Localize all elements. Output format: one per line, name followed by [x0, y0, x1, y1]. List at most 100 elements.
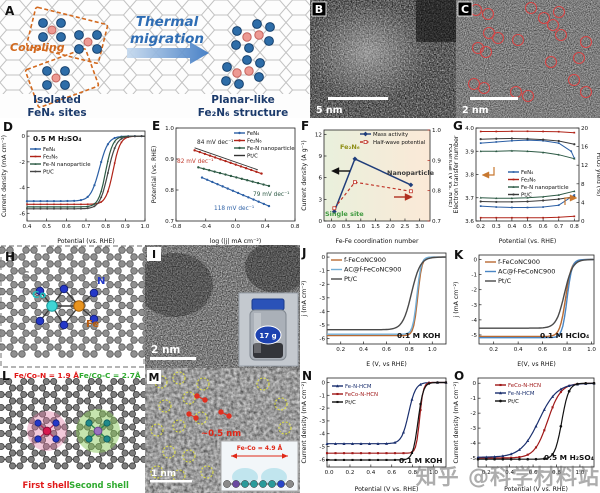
panel-j-koh-plot: J 0.2 0.4 0.6 0.8 1.0 0 -1 -2 -3 -4 -5 -6 0.1 M KOH f… [301, 246, 447, 368]
svg-text:0.6: 0.6 [62, 224, 71, 230]
svg-text:f-FeCoNC900: f-FeCoNC900 [498, 258, 540, 266]
svg-text:0.5: 0.5 [42, 224, 51, 230]
panel-f-activity-plot: F 0.0 0.5 1.0 1.5 2.0 2.5 3.0 0 3 6 9 12 0.7 0.8 0.9 1.… [301, 119, 452, 245]
svg-text:-5: -5 [471, 333, 477, 339]
panel-g-letter: G [453, 119, 463, 133]
panel-l-shells: Fe/Co-N = 1.9 Å Fe/Co-C = 2.7Å First she… [0, 368, 145, 493]
svg-text:-2: -2 [319, 406, 325, 412]
dual-site-motif [35, 284, 99, 330]
svg-text:9: 9 [318, 154, 322, 160]
panel-d-orr-plot: D 0.4 0.5 0.6 0.7 0.8 0.9 1.0 0 -2 -4 -6 FeN₄ Fe₂N₆F… [1, 120, 150, 245]
thermal-label: Thermal [136, 14, 199, 30]
svg-text:0.0: 0.0 [231, 224, 240, 230]
svg-text:0.9: 0.9 [121, 224, 130, 230]
migration-label: migration [130, 31, 204, 47]
svg-text:Potential (V vs. RHE): Potential (V vs. RHE) [355, 486, 419, 493]
svg-text:-1: -1 [319, 269, 325, 275]
first-shell [27, 411, 67, 451]
svg-text:0: 0 [472, 381, 476, 387]
svg-text:-4: -4 [470, 441, 476, 447]
svg-text:1.0: 1.0 [587, 347, 596, 353]
svg-text:Pt/C: Pt/C [43, 170, 54, 176]
svg-text:-5: -5 [319, 323, 325, 329]
svg-text:0.1 M HClO₄: 0.1 M HClO₄ [540, 331, 589, 340]
svg-text:-6: -6 [19, 211, 25, 217]
coupling-box-2 [24, 48, 100, 108]
svg-text:Nanoparticle: Nanoparticle [387, 169, 435, 177]
svg-text:0.2: 0.2 [346, 470, 355, 476]
svg-text:E (V, vs RHE): E (V, vs RHE) [366, 361, 407, 368]
svg-text:1.0: 1.0 [141, 224, 150, 230]
svg-text:-1: -1 [470, 396, 476, 402]
svg-text:16: 16 [581, 145, 589, 151]
panel-e-tafel-plot: E -0.8 -0.4 0.0 0.4 0.8 0.7 0.8 0.9 1.0 84 mV dec… [151, 119, 300, 245]
svg-text:0.4: 0.4 [23, 224, 32, 230]
svg-text:Pt/C: Pt/C [498, 277, 512, 285]
scalebar-label: 5 nm [316, 105, 343, 116]
svg-text:8: 8 [581, 182, 585, 188]
panel-b-tem: 5 nm B [310, 0, 456, 118]
svg-text:0.4: 0.4 [366, 470, 375, 476]
svg-text:Current density (mA cm⁻²): Current density (mA cm⁻²) [301, 381, 308, 463]
panel-a-schematic: Coupling Thermal migration Isolated FeN₄… [0, 0, 310, 118]
svg-text:AC@f-FeCoNC900: AC@f-FeCoNC900 [344, 266, 401, 274]
svg-text:0.8: 0.8 [570, 224, 579, 230]
svg-text:Fe-N-HCM: Fe-N-HCM [508, 391, 535, 397]
svg-text:Fe₂N₆: Fe₂N₆ [521, 178, 535, 184]
metal-atom-second-shell [93, 426, 103, 436]
panel-i-tem: 17 g 2 nm I [145, 245, 300, 368]
svg-text:FeN₄: FeN₄ [247, 131, 259, 137]
svg-text:118 mV dec⁻¹: 118 mV dec⁻¹ [214, 205, 254, 212]
product-photo-inset: 17 g [238, 292, 299, 367]
svg-text:12: 12 [581, 163, 588, 169]
svg-text:Potential (V vs. RHE): Potential (V vs. RHE) [504, 486, 568, 493]
svg-text:0.1 M KOH: 0.1 M KOH [399, 456, 442, 465]
panel-k-letter: K [454, 248, 464, 262]
panel-m-letter: M [149, 371, 160, 384]
svg-text:-1: -1 [471, 273, 477, 279]
panel-n-letter: N [302, 369, 312, 383]
panel-g-selectivity-plot: G 0.2 0.3 0.4 0.5 0.6 0.7 0.8 3.6 3.7 3.8 3.9 4.0 0 4… [453, 119, 600, 245]
svg-text:-2: -2 [470, 411, 476, 417]
atom-pair-circles [467, 1, 593, 103]
panel-i-letter: I [152, 248, 156, 261]
left-caption-line1: Isolated [33, 94, 81, 106]
dimer-markers [186, 393, 232, 421]
scalebar-line [150, 357, 196, 360]
svg-text:0: 0 [321, 380, 325, 386]
svg-text:0.8: 0.8 [563, 347, 572, 353]
svg-text:0.6: 0.6 [382, 347, 391, 353]
panel-l-letter: L [2, 369, 10, 383]
scalebar-label: 2 nm [462, 105, 489, 116]
svg-text:Fe-N nanoparticle: Fe-N nanoparticle [247, 146, 295, 152]
svg-text:3: 3 [318, 197, 322, 203]
svg-text:84 mV dec⁻¹: 84 mV dec⁻¹ [197, 139, 234, 146]
svg-text:-3: -3 [471, 303, 477, 309]
svg-text:Current density (mA cm⁻²): Current density (mA cm⁻²) [453, 381, 460, 463]
svg-text:1.0: 1.0 [165, 126, 174, 132]
panel-b-letter: B [315, 3, 323, 16]
svg-text:0.4: 0.4 [359, 347, 368, 353]
svg-text:-0.4: -0.4 [200, 224, 211, 230]
svg-text:-3: -3 [319, 419, 325, 425]
svg-text:0.6: 0.6 [539, 224, 548, 230]
svg-text:Fe-N nanoparticle: Fe-N nanoparticle [43, 162, 91, 168]
panel-e-letter: E [152, 119, 160, 133]
svg-text:0.0: 0.0 [325, 470, 334, 476]
svg-text:FeCo-N-HCN: FeCo-N-HCN [345, 392, 378, 398]
svg-text:Single site: Single site [325, 210, 364, 218]
svg-text:Electron transfer number: Electron transfer number [453, 135, 460, 213]
svg-text:2.5: 2.5 [401, 224, 410, 230]
svg-text:-0.8: -0.8 [171, 224, 182, 230]
svg-text:82 mV dec⁻¹: 82 mV dec⁻¹ [177, 158, 214, 165]
svg-text:3.6: 3.6 [465, 219, 474, 225]
second-shell-label: Second shell [69, 480, 129, 490]
svg-text:0.6: 0.6 [387, 470, 396, 476]
panel-c-letter: C [461, 3, 469, 16]
svg-text:-4: -4 [319, 309, 325, 315]
mass-label-oval [254, 325, 282, 345]
scalebar-line [150, 480, 192, 483]
powder [253, 343, 283, 358]
svg-text:H₂O₂ yield (%): H₂O₂ yield (%) [595, 153, 600, 197]
svg-text:0.6: 0.6 [529, 470, 538, 476]
